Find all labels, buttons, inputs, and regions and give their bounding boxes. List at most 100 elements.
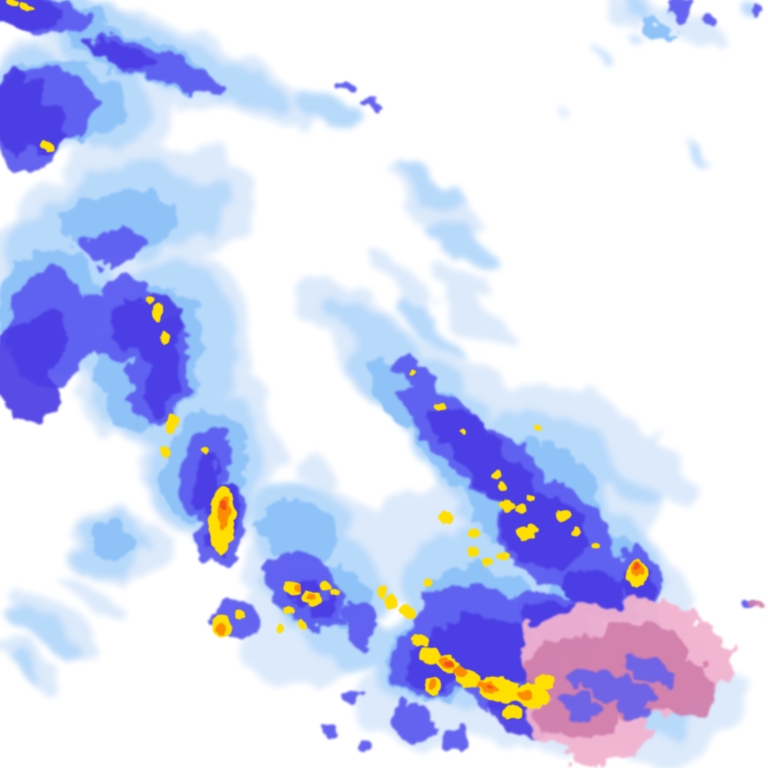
precip-blob: [486, 684, 494, 690]
precip-blob: [216, 623, 226, 635]
precip-blob: [591, 543, 599, 549]
precip-blob: [13, 602, 77, 658]
precip-blob: [412, 633, 428, 647]
precip-blob: [24, 104, 66, 156]
precip-blob: [165, 414, 179, 434]
precip-blob: [340, 692, 360, 708]
precip-blob: [534, 424, 542, 432]
precip-blob: [40, 140, 56, 154]
precip-blob: [283, 605, 293, 615]
precip-blob: [376, 585, 388, 599]
precip-blob: [395, 156, 461, 214]
precip-blob: [555, 695, 605, 717]
precip-blob: [669, 0, 691, 24]
precip-blob: [497, 552, 509, 560]
precip-blob: [598, 453, 662, 507]
precip-blob: [627, 0, 693, 33]
precip-blob: [399, 604, 417, 620]
precip-blob: [526, 494, 536, 502]
precip-blob: [423, 580, 433, 588]
layer-heavy-over-mixed: [555, 658, 679, 722]
precip-blob: [436, 615, 544, 685]
precip-blob: [64, 577, 126, 619]
precip-blob: [6, 652, 38, 684]
precip-blob: [160, 332, 170, 344]
precip-blob: [617, 27, 633, 37]
precip-blob: [516, 526, 534, 542]
precip-blob: [298, 621, 306, 629]
precip-blob: [5, 0, 19, 8]
precip-blob: [320, 581, 332, 591]
precip-blob: [217, 495, 231, 529]
precip-blob: [500, 499, 516, 513]
precip-blob: [565, 669, 659, 707]
precip-blob: [171, 67, 229, 97]
precip-blob: [330, 588, 340, 596]
precip-blob: [492, 471, 502, 479]
precip-blob: [498, 482, 506, 490]
precip-blob: [642, 18, 678, 42]
precip-blob: [201, 446, 209, 454]
precip-blob: [235, 610, 245, 620]
precip-blob: [434, 221, 496, 279]
precip-blob: [343, 603, 377, 647]
precip-blob: [409, 370, 415, 376]
precip-blob: [336, 80, 360, 96]
precip-blob: [221, 500, 227, 510]
precip-blob: [621, 658, 679, 686]
precip-blob: [90, 525, 134, 559]
precip-blob: [465, 449, 535, 511]
precip-blob: [395, 358, 441, 398]
precip-blob: [467, 547, 479, 557]
precip-blob: [294, 586, 302, 592]
precip-blob: [161, 446, 171, 458]
precip-blob: [572, 528, 580, 536]
precip-blob: [427, 260, 513, 340]
precip-blob: [503, 705, 523, 719]
precip-blob: [634, 564, 640, 570]
precip-blob: [428, 679, 438, 689]
precip-blob: [364, 102, 380, 114]
precip-blob: [307, 592, 317, 602]
precip-blob: [300, 464, 340, 496]
precip-blob: [355, 740, 369, 756]
precip-blob: [443, 726, 467, 754]
precip-blob: [151, 303, 165, 321]
precip-blob: [600, 1, 636, 19]
layer-intense-red: [221, 500, 640, 690]
precip-blob: [276, 624, 284, 632]
precip-blob: [86, 39, 154, 71]
precip-blob: [551, 104, 569, 116]
precip-blob: [367, 255, 433, 309]
precip-blob: [565, 563, 625, 617]
precip-blob: [517, 690, 533, 702]
precip-blob: [460, 429, 466, 435]
precip-blob: [516, 504, 526, 512]
precip-blob: [0, 70, 28, 114]
precip-blob: [556, 509, 570, 521]
precip-blob: [446, 660, 454, 668]
precip-blob: [482, 558, 492, 566]
precip-blob: [434, 402, 446, 412]
precip-blob: [295, 92, 365, 132]
precip-blob: [62, 189, 178, 255]
precip-blob: [625, 1, 645, 15]
precip-blob: [20, 2, 34, 12]
precip-blob: [324, 720, 340, 740]
precip-blob: [616, 702, 656, 722]
precip-blob: [438, 511, 454, 525]
precip-blob: [387, 704, 413, 736]
precip-blob: [749, 4, 761, 20]
precip-blob: [693, 149, 707, 161]
precip-blob: [260, 499, 340, 561]
precip-blob: [592, 47, 608, 59]
precip-blob: [394, 299, 466, 361]
precip-blob: [750, 600, 766, 608]
precip-blob: [468, 528, 480, 538]
precip-blob: [453, 666, 467, 678]
precip-blob: [685, 22, 725, 58]
precip-blob: [420, 645, 440, 665]
precip-blob: [624, 439, 696, 501]
